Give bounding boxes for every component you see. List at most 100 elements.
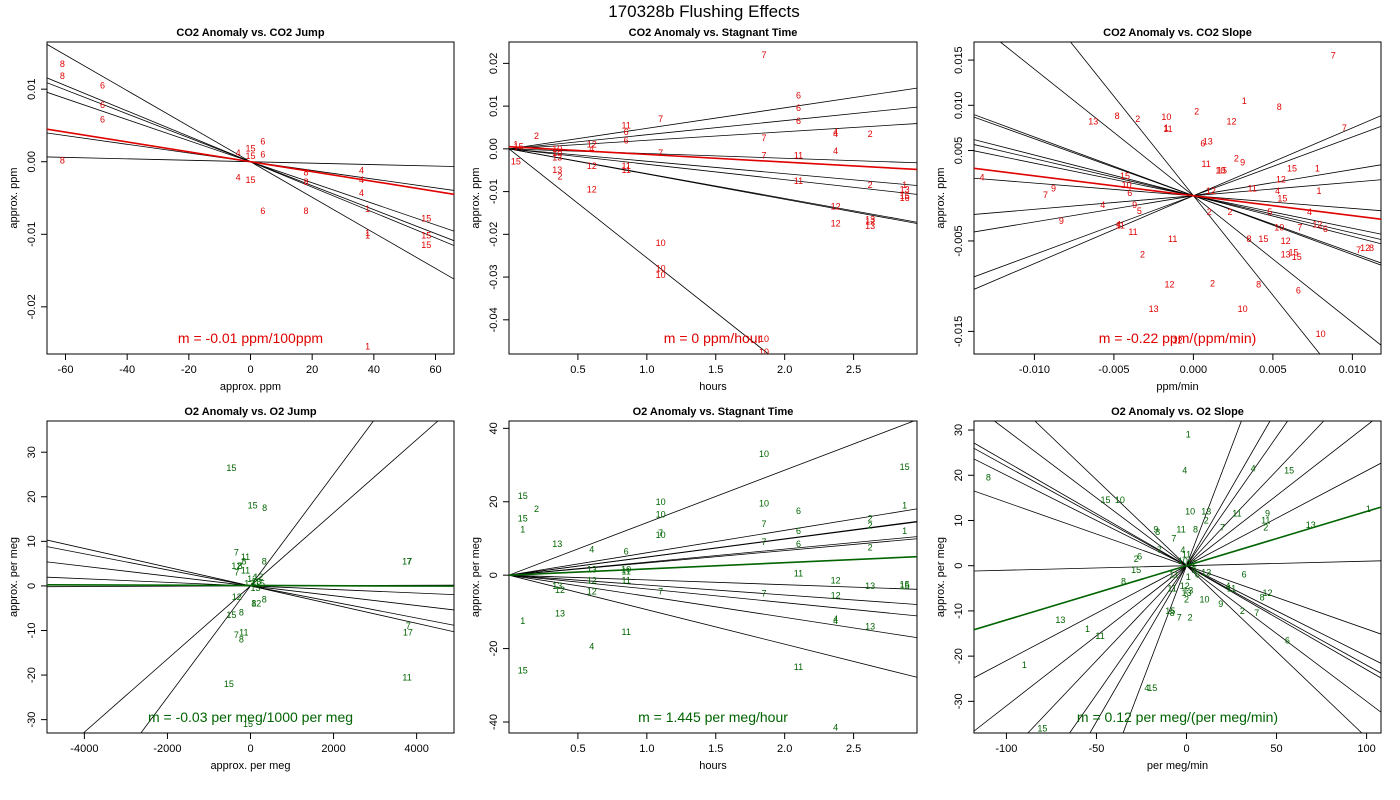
point-label: 11 xyxy=(1261,515,1270,525)
point-label: 6 xyxy=(1127,188,1132,198)
x-axis-label: approx. ppm xyxy=(220,381,281,393)
slope-annotation: m = 0 ppm/hour xyxy=(664,330,763,346)
point-label: 11 xyxy=(1116,221,1125,231)
point-label: 11 xyxy=(794,568,803,578)
point-label: 10 xyxy=(656,530,666,540)
point-label: 6 xyxy=(100,100,105,110)
y-tick-label: 30 xyxy=(953,424,965,436)
point-label: 7 xyxy=(658,114,663,124)
point-label: 6 xyxy=(624,135,629,145)
point-label: 4 xyxy=(359,188,364,198)
slope-annotation: m = 0.12 per meg/(per meg/min) xyxy=(1077,709,1278,725)
point-label: 4 xyxy=(833,616,838,626)
point-label: 2 xyxy=(1140,250,1145,260)
point-label: 7 xyxy=(761,537,766,547)
point-label: 4 xyxy=(833,722,838,732)
fit-lines xyxy=(974,421,1381,733)
point-label: 1 xyxy=(520,616,525,626)
point-label: 12 xyxy=(1180,581,1190,591)
point-label: 17 xyxy=(402,556,412,566)
fit-line xyxy=(509,521,917,576)
slope-annotation: m = -0.03 per meg/1000 per meg xyxy=(148,709,353,725)
point-label: 1 xyxy=(365,231,370,241)
point-label: 10 xyxy=(621,565,631,575)
x-tick-label: -0.010 xyxy=(1019,364,1050,376)
point-label: 1 xyxy=(520,524,525,534)
data-points: 1151521010131321212124111111667710101077… xyxy=(511,50,910,354)
y-tick-label: -20 xyxy=(953,648,965,664)
point-label: 7 xyxy=(658,148,663,158)
point-label: 17 xyxy=(403,628,413,638)
y-tick-label: -30 xyxy=(953,693,965,709)
point-label: 13 xyxy=(865,622,875,632)
fit-line xyxy=(974,421,1373,732)
y-axis-label: approx. ppm xyxy=(935,167,947,228)
x-tick-label: 60 xyxy=(429,364,441,376)
x-tick-label: 0.010 xyxy=(1339,364,1367,376)
point-label: 8 xyxy=(1247,234,1252,244)
point-label: 7 xyxy=(1297,222,1302,232)
fit-line xyxy=(974,462,1381,679)
x-axis: 0.5 1.0 1.5 2.0 2.5 xyxy=(570,354,861,376)
point-label: 8 xyxy=(238,561,243,571)
point-label: 4 xyxy=(833,129,838,139)
y-tick-label: 0.02 xyxy=(488,53,500,74)
data-points: 1515151121313121341312124610111111101071… xyxy=(518,449,910,732)
point-label: 9 xyxy=(1132,200,1137,210)
mean-fit-line xyxy=(509,555,917,576)
point-label: 11 xyxy=(621,165,630,175)
point-label: 15 xyxy=(1277,193,1287,203)
x-tick-label: 4000 xyxy=(404,743,428,755)
point-label: 1 xyxy=(1186,430,1191,440)
x-tick-label: -50 xyxy=(1089,743,1105,755)
point-label: 8 xyxy=(239,634,244,644)
point-label: 7 xyxy=(658,528,663,538)
point-label: 1 xyxy=(1085,624,1090,634)
point-label: 4 xyxy=(979,173,984,183)
point-label: 16 xyxy=(900,193,910,203)
point-label: 13 xyxy=(552,581,562,591)
y-tick-label: 20 xyxy=(26,491,38,503)
fit-line xyxy=(509,123,917,150)
point-label: 8 xyxy=(241,556,246,566)
point-label: 8 xyxy=(303,206,308,216)
y-axis: -0.04 -0.03 -0.02 -0.01 0.00 0.01 0.02 xyxy=(488,53,509,332)
point-label: 2 xyxy=(1263,522,1268,532)
point-label: 12 xyxy=(1281,236,1291,246)
fit-line xyxy=(974,116,1381,264)
point-label: 15 xyxy=(245,151,255,161)
fit-line xyxy=(509,574,917,617)
point-label: 11 xyxy=(1201,159,1210,169)
fit-line xyxy=(509,148,917,195)
point-label: 7 xyxy=(761,150,766,160)
point-label: 15 xyxy=(243,719,253,729)
fit-line xyxy=(1070,42,1321,354)
point-label: 8 xyxy=(239,608,244,618)
fit-lines xyxy=(509,421,917,678)
point-label: 8 xyxy=(251,599,256,609)
point-label: 2 xyxy=(1204,515,1209,525)
x-tick-label: 0 xyxy=(1183,743,1189,755)
point-label: 15 xyxy=(514,142,524,152)
y-tick-label: 0.010 xyxy=(953,92,965,120)
point-label: 15 xyxy=(1120,171,1130,181)
point-label: 12 xyxy=(587,184,597,194)
x-axis: -100 -50 0 50 100 xyxy=(995,733,1376,755)
point-label: 9 xyxy=(1051,184,1056,194)
point-label: 2 xyxy=(534,131,539,141)
point-label: 10 xyxy=(1238,304,1248,314)
plot-frame xyxy=(508,420,918,734)
point-label: 13 xyxy=(1088,117,1098,127)
y-axis: -0.02 -0.01 0.00 0.01 xyxy=(26,78,47,319)
fit-line xyxy=(509,106,917,150)
point-label: 2 xyxy=(868,513,873,523)
fit-line xyxy=(974,560,1381,572)
point-label: 8 xyxy=(60,71,65,81)
point-label: 12 xyxy=(1187,558,1197,568)
point-label: 15 xyxy=(1284,466,1294,476)
fit-line xyxy=(1122,421,1242,733)
point-label: 4 xyxy=(1144,683,1149,693)
x-tick-label: 40 xyxy=(368,364,380,376)
fit-line xyxy=(509,574,917,590)
y-tick-label: -20 xyxy=(26,667,38,683)
